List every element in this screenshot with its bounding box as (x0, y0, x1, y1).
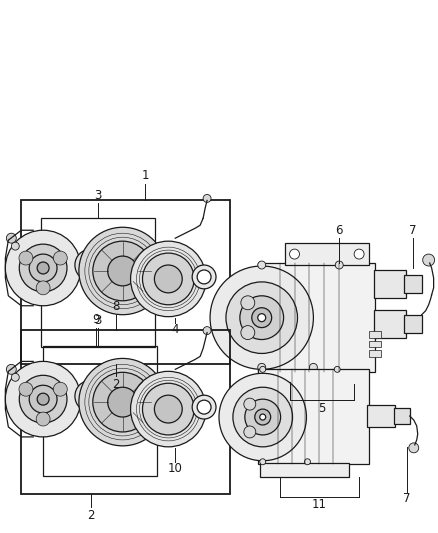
Text: 1: 1 (142, 169, 149, 182)
Circle shape (258, 314, 266, 321)
Circle shape (255, 409, 271, 425)
Circle shape (354, 249, 364, 259)
Circle shape (82, 387, 100, 405)
Bar (43, 346, 157, 475)
Circle shape (108, 387, 138, 417)
Circle shape (29, 254, 57, 282)
Circle shape (245, 399, 281, 435)
Bar (285, 243, 369, 265)
Circle shape (219, 373, 307, 461)
Circle shape (197, 270, 211, 284)
Circle shape (75, 249, 107, 281)
Circle shape (304, 459, 311, 465)
Circle shape (7, 233, 16, 243)
Bar (41, 219, 155, 348)
Circle shape (75, 380, 107, 412)
Circle shape (203, 327, 211, 335)
Circle shape (11, 373, 19, 381)
Bar (374, 310, 406, 337)
Circle shape (155, 395, 182, 423)
Text: 7: 7 (403, 492, 410, 505)
Circle shape (53, 251, 67, 265)
Circle shape (226, 282, 297, 353)
Circle shape (252, 308, 272, 328)
Circle shape (82, 256, 100, 274)
Bar (260, 463, 349, 477)
Bar (369, 341, 381, 348)
Circle shape (241, 326, 255, 340)
Bar (21, 200, 230, 365)
Bar (369, 351, 381, 358)
Circle shape (19, 382, 33, 396)
Circle shape (79, 227, 166, 314)
Text: 4: 4 (172, 323, 179, 336)
Circle shape (244, 398, 256, 410)
Circle shape (241, 296, 255, 310)
Circle shape (142, 253, 194, 305)
Circle shape (36, 281, 50, 295)
Circle shape (131, 241, 206, 317)
Circle shape (258, 364, 266, 372)
Circle shape (258, 261, 266, 269)
Circle shape (423, 254, 434, 266)
Bar (404, 314, 422, 333)
Circle shape (192, 395, 216, 419)
Circle shape (5, 230, 81, 306)
Circle shape (192, 265, 216, 289)
Circle shape (260, 414, 266, 420)
Circle shape (53, 382, 67, 396)
Circle shape (309, 364, 318, 372)
Circle shape (29, 385, 57, 413)
Circle shape (155, 265, 182, 293)
Bar (374, 270, 406, 298)
Text: 2: 2 (112, 378, 120, 391)
Bar (258, 263, 375, 373)
Circle shape (244, 426, 256, 438)
Bar (270, 370, 364, 384)
Circle shape (240, 296, 283, 340)
Text: 10: 10 (168, 462, 183, 475)
Text: 3: 3 (94, 189, 102, 202)
Text: 8: 8 (112, 300, 119, 313)
Circle shape (37, 262, 49, 274)
Bar (21, 329, 230, 494)
Bar (369, 330, 381, 337)
Circle shape (19, 244, 67, 292)
Circle shape (260, 459, 266, 465)
Circle shape (19, 251, 33, 265)
Bar (258, 369, 369, 464)
Circle shape (37, 393, 49, 405)
Text: 6: 6 (336, 224, 343, 237)
Circle shape (197, 400, 211, 414)
Circle shape (108, 256, 138, 286)
Circle shape (278, 373, 288, 382)
Text: 3: 3 (94, 314, 102, 327)
Circle shape (260, 366, 266, 373)
Circle shape (79, 358, 166, 446)
Circle shape (93, 241, 152, 301)
Circle shape (233, 387, 293, 447)
Circle shape (409, 443, 419, 453)
Circle shape (5, 361, 81, 437)
Text: 2: 2 (87, 509, 95, 522)
Text: 9: 9 (92, 313, 99, 326)
Circle shape (11, 242, 19, 250)
Circle shape (334, 366, 340, 373)
Text: 11: 11 (312, 498, 327, 511)
Circle shape (7, 365, 16, 374)
Circle shape (36, 412, 50, 426)
Circle shape (210, 266, 314, 369)
Bar (394, 408, 410, 424)
Bar (367, 405, 395, 427)
Circle shape (335, 261, 343, 269)
Circle shape (131, 372, 206, 447)
Circle shape (203, 195, 211, 203)
Circle shape (19, 375, 67, 423)
Bar (404, 275, 422, 293)
Text: 7: 7 (409, 224, 417, 237)
Text: 5: 5 (318, 401, 325, 415)
Circle shape (93, 373, 152, 432)
Circle shape (142, 383, 194, 435)
Circle shape (290, 249, 300, 259)
